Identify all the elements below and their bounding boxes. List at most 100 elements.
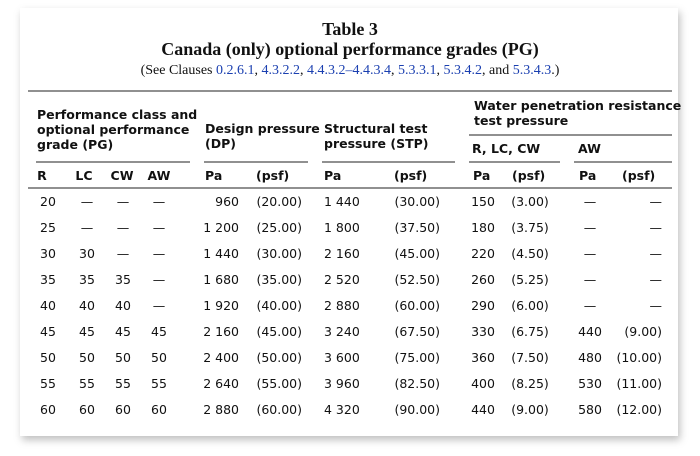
cell: 4 320 <box>324 402 360 417</box>
cell: (9.00) <box>624 324 662 339</box>
cell: 2 400 <box>203 350 239 365</box>
cell: — <box>117 246 130 261</box>
cell: (82.50) <box>394 376 440 391</box>
cell: 1 200 <box>203 220 239 235</box>
cell: (75.00) <box>394 350 440 365</box>
group-header: Structural test <box>324 121 427 136</box>
cell: (7.50) <box>511 350 549 365</box>
cell: 50 <box>79 350 95 365</box>
cell: 60 <box>115 402 131 417</box>
cell: (10.00) <box>616 350 662 365</box>
clause-link[interactable]: 4.4.3.2–4.4.3.4 <box>307 63 391 78</box>
table-number: Table 3 <box>322 19 378 39</box>
group-header: pressure (STP) <box>324 136 428 151</box>
cell: 330 <box>471 324 495 339</box>
cell: 40 <box>79 298 95 313</box>
cell: (40.00) <box>256 298 302 313</box>
reference-text: (See Clauses <box>141 63 213 78</box>
column-header: CW <box>111 168 134 183</box>
cell: (50.00) <box>256 350 302 365</box>
cell: (20.00) <box>256 194 302 209</box>
cell: 180 <box>471 220 495 235</box>
cell: — <box>81 194 94 209</box>
separator: , <box>300 63 304 78</box>
group-header: optional performance <box>37 122 189 137</box>
group-header: test pressure <box>474 113 568 128</box>
cell: 260 <box>471 272 495 287</box>
cell: 960 <box>215 194 239 209</box>
clause-link[interactable]: 4.3.2.2 <box>262 63 301 78</box>
cell: 1 800 <box>324 220 360 235</box>
column-header: Pa <box>473 168 490 183</box>
cell: 400 <box>471 376 495 391</box>
cell: — <box>584 298 597 313</box>
cell: (12.00) <box>616 402 662 417</box>
cell: 40 <box>115 298 131 313</box>
cell: 360 <box>471 350 495 365</box>
clause-link[interactable]: 5.3.3.1 <box>398 63 437 78</box>
cell: 2 640 <box>203 376 239 391</box>
cell: (4.50) <box>511 246 549 261</box>
cell: — <box>650 220 663 235</box>
cell: 50 <box>40 350 56 365</box>
cell: 440 <box>471 402 495 417</box>
group-header: grade (PG) <box>37 137 113 152</box>
cell: 580 <box>578 402 602 417</box>
cell: (45.00) <box>256 324 302 339</box>
cell: 30 <box>40 246 56 261</box>
sub-header: R, LC, CW <box>472 141 540 156</box>
separator: , <box>391 63 395 78</box>
cell: (60.00) <box>394 298 440 313</box>
cell: 1 440 <box>324 194 360 209</box>
cell: 45 <box>115 324 131 339</box>
column-header: Pa <box>579 168 596 183</box>
cell: — <box>584 272 597 287</box>
cell: 150 <box>471 194 495 209</box>
column-header: Pa <box>324 168 341 183</box>
reference: (See Clauses 0.2.6.1, 4.3.2.2, 4.4.3.2–4… <box>141 63 560 78</box>
cell: 60 <box>151 402 167 417</box>
cell: 45 <box>40 324 56 339</box>
clause-link[interactable]: 5.3.4.3 <box>513 63 552 78</box>
clause-link[interactable]: 0.2.6.1 <box>216 63 255 78</box>
cell: 20 <box>40 194 56 209</box>
cell: (37.50) <box>394 220 440 235</box>
column-header: LC <box>75 168 92 183</box>
cell: 220 <box>471 246 495 261</box>
group-header: (DP) <box>205 136 236 151</box>
cell: 2 880 <box>324 298 360 313</box>
cell: 2 880 <box>203 402 239 417</box>
cell: 60 <box>79 402 95 417</box>
cell: 25 <box>40 220 56 235</box>
cell: 3 960 <box>324 376 360 391</box>
cell: — <box>650 246 663 261</box>
cell: 55 <box>79 376 95 391</box>
column-header: AW <box>148 168 171 183</box>
clause-link[interactable]: 5.3.4.2 <box>444 63 483 78</box>
cell: — <box>153 194 166 209</box>
cell: 50 <box>151 350 167 365</box>
column-header: R <box>37 168 47 183</box>
cell: (30.00) <box>394 194 440 209</box>
separator: , <box>437 63 441 78</box>
cell: — <box>117 194 130 209</box>
cell: (90.00) <box>394 402 440 417</box>
group-header: Design pressure <box>205 121 320 136</box>
cell: (52.50) <box>394 272 440 287</box>
cell: 35 <box>40 272 56 287</box>
cell: 2 160 <box>203 324 239 339</box>
cell: (11.00) <box>616 376 662 391</box>
cell: (8.25) <box>511 376 549 391</box>
cell: — <box>153 246 166 261</box>
cell: 35 <box>79 272 95 287</box>
cell: 40 <box>40 298 56 313</box>
cell: (67.50) <box>394 324 440 339</box>
separator: , <box>255 63 259 78</box>
cell: (60.00) <box>256 402 302 417</box>
cell: 1 920 <box>203 298 239 313</box>
cell: 530 <box>578 376 602 391</box>
cell: 35 <box>115 272 131 287</box>
cell: 480 <box>578 350 602 365</box>
cell: 440 <box>578 324 602 339</box>
column-header: (psf) <box>256 168 289 183</box>
